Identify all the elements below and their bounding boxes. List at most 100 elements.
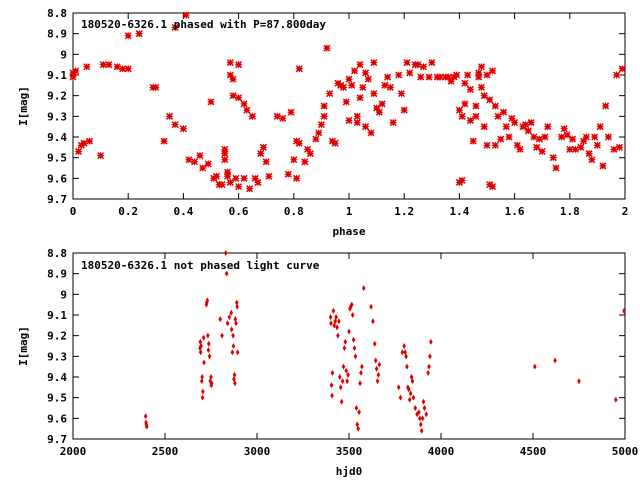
phased-data-point	[234, 182, 243, 191]
unphased-y-axis-label: I[mag]	[17, 326, 30, 366]
phased-data-point	[253, 178, 262, 187]
phased-data-point	[505, 133, 514, 141]
phased-data-point	[240, 99, 249, 108]
phased-y-tick-label: 8.9	[47, 28, 67, 41]
unphased-data-point	[373, 357, 378, 364]
phased-x-tick-label: 0.8	[284, 205, 304, 218]
phased-data-point	[160, 137, 169, 146]
phased-data-point	[369, 89, 378, 98]
unphased-data-point	[428, 353, 432, 360]
phased-data-point	[361, 68, 370, 77]
phased-data-point	[488, 66, 497, 75]
phased-data-point	[229, 75, 238, 84]
phased-data-point	[364, 75, 373, 84]
unphased-data-point	[200, 378, 204, 385]
phased-y-tick-label: 9	[60, 48, 67, 61]
unphased-data-point	[407, 386, 411, 393]
unphased-data-point	[232, 371, 237, 378]
phased-data-point	[483, 141, 491, 150]
unphased-data-point	[341, 363, 346, 370]
phased-y-tick-label: 9.7	[47, 193, 67, 206]
phased-data-point	[386, 83, 395, 92]
unphased-data-point	[346, 371, 350, 378]
unphased-data-point	[199, 343, 203, 349]
phased-data-point	[480, 122, 489, 131]
phased-data-point	[474, 68, 483, 77]
phased-data-point	[552, 164, 560, 172]
unphased-data-point	[361, 285, 366, 292]
phased-x-tick-label: 1.6	[505, 205, 525, 218]
unphased-y-tick-label: 8.8	[47, 247, 67, 260]
unphased-y-tick-label: 8.9	[47, 268, 67, 281]
phased-data-point	[350, 66, 359, 75]
phased-data-point	[320, 112, 329, 121]
unphased-data-point	[402, 343, 406, 349]
phased-x-tick-label: 2	[622, 205, 629, 218]
unphased-data-point	[415, 411, 419, 418]
phased-data-point	[466, 85, 475, 94]
phased-x-tick-label: 0.4	[173, 205, 193, 218]
phased-data-point	[306, 149, 315, 158]
phased-data-point	[295, 139, 304, 148]
unphased-data-point	[403, 349, 407, 356]
phased-data-point	[538, 147, 547, 156]
unphased-data-point	[235, 303, 239, 310]
phased-data-point	[416, 73, 425, 82]
unphased-data-point	[200, 394, 205, 401]
phased-data-point	[477, 62, 486, 71]
phased-data-point	[405, 68, 414, 77]
phased-data-point	[179, 124, 188, 133]
unphased-data-point	[220, 332, 224, 339]
unphased-data-point	[577, 378, 581, 385]
unphased-data-point	[354, 405, 359, 411]
phased-data-point	[612, 71, 621, 79]
phased-data-point	[587, 155, 596, 164]
unphased-data-point	[421, 398, 426, 405]
unphased-x-tick-label: 3000	[244, 445, 271, 458]
phased-data-point	[96, 151, 105, 160]
phased-data-point	[565, 145, 574, 154]
unphased-data-point	[369, 303, 373, 310]
phased-data-point	[499, 108, 508, 117]
phased-data-point	[345, 116, 353, 125]
unphased-data-point	[233, 380, 237, 387]
phased-data-point	[190, 157, 199, 166]
unphased-data-point	[358, 380, 362, 387]
phased-data-point	[480, 91, 489, 100]
unphased-x-axis-label: hjd0	[336, 465, 363, 478]
phased-x-tick-label: 1.8	[560, 205, 580, 218]
unphased-x-tick-label: 2500	[152, 445, 179, 458]
phased-data-point	[532, 143, 541, 152]
phased-data-point	[259, 143, 268, 152]
unphased-data-point	[331, 307, 336, 314]
phased-data-point	[568, 135, 577, 144]
phased-data-point	[585, 149, 594, 158]
phased-data-point	[618, 64, 627, 73]
phased-data-point	[491, 102, 500, 110]
phased-data-point	[356, 93, 365, 102]
unphased-data-point	[207, 353, 212, 360]
unphased-data-point	[352, 345, 357, 352]
phased-data-point	[353, 112, 362, 121]
phased-data-point	[339, 83, 348, 92]
phased-data-point	[458, 112, 467, 121]
unphased-x-tick-label: 4500	[520, 445, 547, 458]
unphased-data-point	[144, 423, 149, 430]
phased-data-point	[248, 112, 257, 121]
phased-x-tick-label: 1.4	[449, 205, 469, 218]
phased-data-point	[460, 79, 469, 88]
phased-data-point	[524, 126, 533, 135]
unphased-data-point	[201, 334, 206, 341]
unphased-data-point	[405, 363, 409, 370]
unphased-y-tick-label: 9.2	[47, 330, 67, 343]
phased-data-point	[543, 122, 552, 131]
unphased-data-point	[418, 421, 423, 428]
phased-data-point	[458, 176, 467, 185]
phased-data-point	[400, 106, 409, 115]
phased-x-tick-label: 0	[70, 205, 77, 218]
unphased-data-point	[206, 332, 210, 339]
phased-data-point	[325, 89, 334, 98]
unphased-plot-frame	[72, 252, 626, 440]
phased-chart-title: 180520-6326.1 phased with P=87.800day	[81, 18, 326, 31]
phased-data-point	[226, 58, 235, 67]
